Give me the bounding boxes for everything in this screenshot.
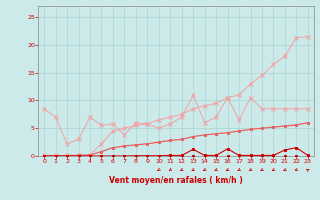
- X-axis label: Vent moyen/en rafales ( km/h ): Vent moyen/en rafales ( km/h ): [109, 176, 243, 185]
